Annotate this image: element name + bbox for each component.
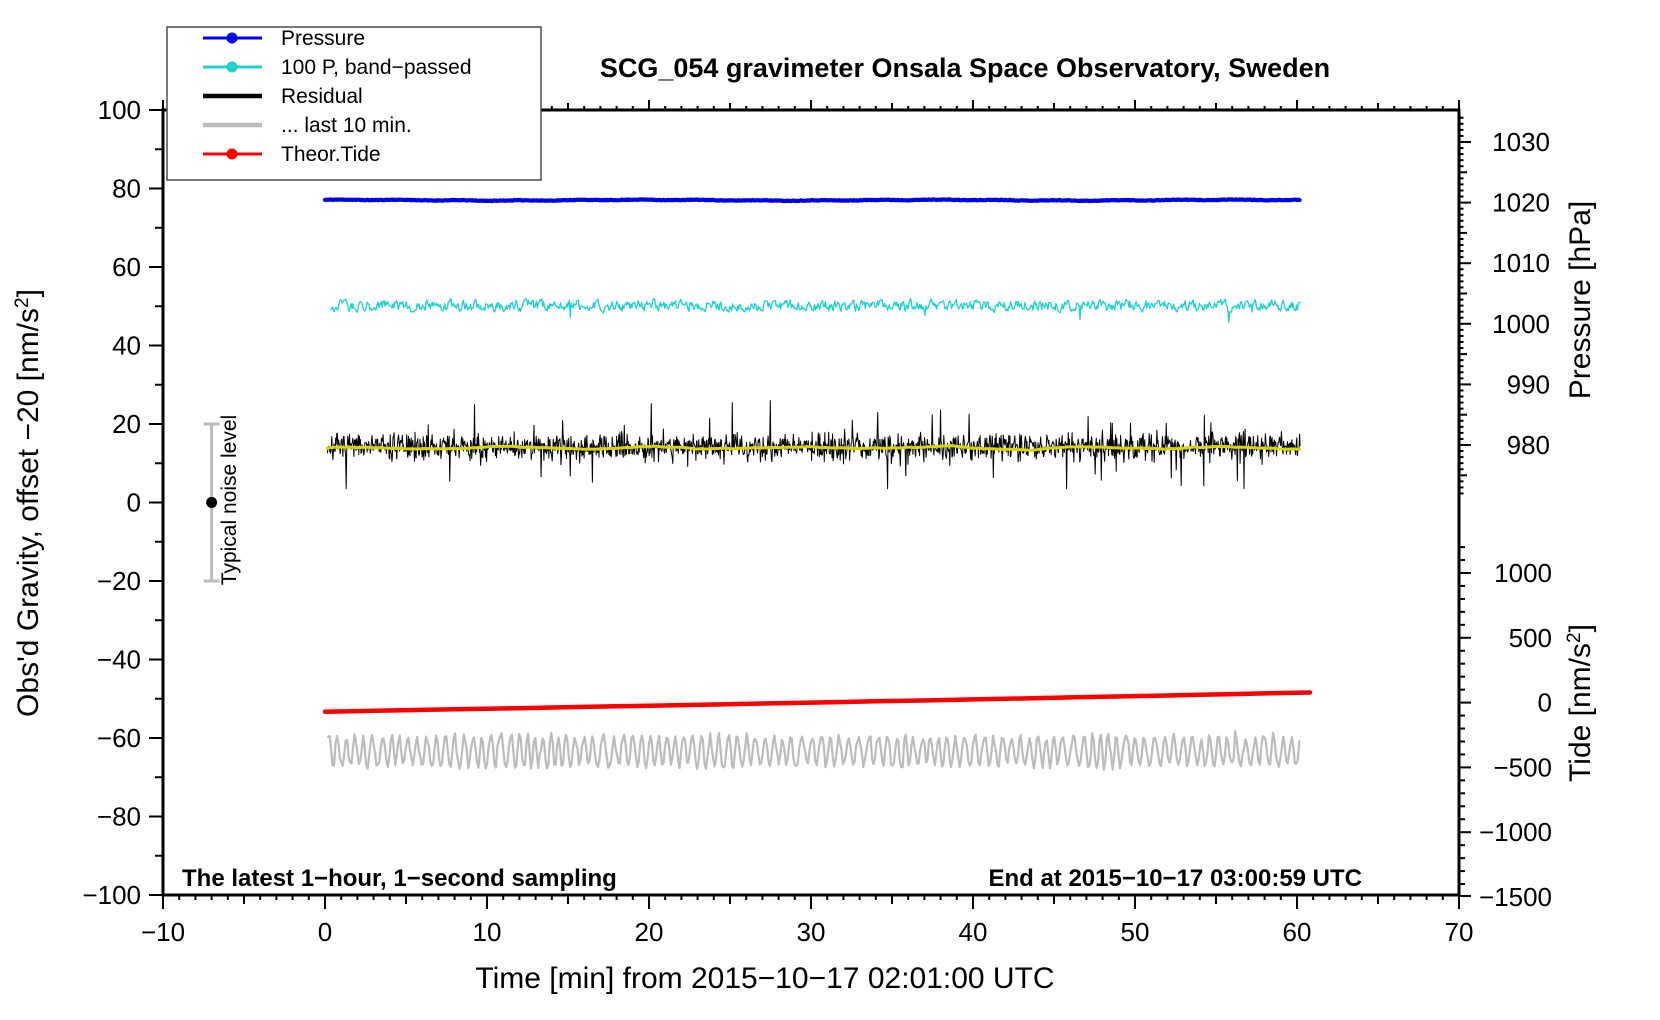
tide-tick-label: −1000 bbox=[1479, 817, 1552, 847]
x-tick-label: 10 bbox=[473, 917, 502, 947]
tide-tick-label: −500 bbox=[1493, 752, 1552, 782]
plot-frame bbox=[161, 108, 1461, 897]
x-tick-label: 60 bbox=[1283, 917, 1312, 947]
legend-label-pressure: Pressure bbox=[281, 27, 365, 50]
x-tick-label: 40 bbox=[959, 917, 988, 947]
pressure-tick-label: 1000 bbox=[1492, 309, 1550, 339]
series-residual bbox=[326, 400, 1301, 490]
left-tick-label: 80 bbox=[112, 174, 141, 204]
legend-item-theortide: Theor.Tide bbox=[203, 143, 381, 166]
left-tick-label: −20 bbox=[97, 566, 141, 596]
left-tick-label: −40 bbox=[97, 645, 141, 675]
x-tick-label: 30 bbox=[797, 917, 826, 947]
legend-dot-bandpassed bbox=[226, 61, 238, 73]
pressure-tick-label: 1010 bbox=[1492, 248, 1550, 278]
left-tick-label: 0 bbox=[127, 488, 141, 518]
pressure-tick-label: 1030 bbox=[1492, 127, 1550, 157]
left-tick-label: −60 bbox=[97, 723, 141, 753]
x-tick-label: 50 bbox=[1121, 917, 1150, 947]
left-tick-label: 40 bbox=[112, 331, 141, 361]
left-tick-label: 100 bbox=[98, 95, 141, 125]
tide-axis-title-close: ] bbox=[1564, 624, 1597, 632]
left-axis-title: Obs'd Gravity, offset −20 [nm/s2] bbox=[12, 289, 45, 717]
legend-item-last10min: ... last 10 min. bbox=[203, 114, 412, 137]
legend-dot-theortide bbox=[226, 148, 238, 160]
series-theortide bbox=[322, 690, 1313, 714]
x-tick-label: 0 bbox=[318, 917, 332, 947]
series-layer bbox=[322, 197, 1313, 771]
x-axis-title: Time [min] from 2015−10−17 02:01:00 UTC bbox=[475, 962, 1054, 995]
legend-label-last10min: ... last 10 min. bbox=[281, 114, 412, 137]
page-title: SCG_054 gravimeter Onsala Space Observat… bbox=[600, 53, 1330, 83]
legend-item-residual: Residual bbox=[203, 85, 363, 108]
tide-tick-label: 500 bbox=[1509, 623, 1552, 653]
legend-dot-pressure bbox=[226, 32, 238, 44]
pressure-tick-label: 1020 bbox=[1492, 188, 1550, 218]
legend-label-bandpassed: 100 P, band−passed bbox=[281, 56, 472, 79]
axes-layer: −10 0 10 20 30 40 50 60 70100806040200−20−40−60−… bbox=[82, 95, 1552, 947]
tide-tick-label: 0 bbox=[1538, 688, 1552, 718]
left-tick-label: −80 bbox=[97, 802, 141, 832]
pressure-tick-label: 990 bbox=[1507, 369, 1550, 399]
noise-level-label: Typical noise level bbox=[218, 415, 241, 585]
end-time-annotation: End at 2015−10−17 03:00:59 UTC bbox=[988, 865, 1362, 892]
left-tick-label: −100 bbox=[82, 880, 141, 910]
x-tick-label: −10 bbox=[141, 917, 185, 947]
sampling-annotation: The latest 1−hour, 1−second sampling bbox=[182, 865, 617, 892]
pressure-axis-title: Pressure [hPa] bbox=[1564, 201, 1597, 399]
legend: Pressure 100 P, band−passed Residual ...… bbox=[166, 26, 542, 181]
series-pressure bbox=[322, 197, 1302, 204]
legend-label-theortide: Theor.Tide bbox=[281, 143, 381, 166]
left-tick-label: 20 bbox=[112, 409, 141, 439]
noise-center-dot bbox=[206, 497, 218, 508]
tide-axis-title-sup: 2 bbox=[1564, 632, 1585, 643]
left-axis-title-close: ] bbox=[12, 289, 45, 297]
series-residual-smoothed bbox=[325, 444, 1301, 452]
left-axis-title-text: Obs'd Gravity, offset −20 [nm/s bbox=[12, 308, 45, 717]
series-last10min bbox=[327, 729, 1301, 771]
tide-axis-title-text: Tide [nm/s bbox=[1564, 643, 1597, 782]
pressure-tick-label: 980 bbox=[1507, 430, 1550, 460]
tide-axis-title: Tide [nm/s2] bbox=[1564, 624, 1597, 782]
series-bandpassed bbox=[330, 297, 1301, 324]
x-tick-label: 70 bbox=[1445, 917, 1474, 947]
noise-marker bbox=[203, 422, 220, 583]
legend-item-pressure: Pressure bbox=[203, 27, 365, 50]
left-tick-label: 60 bbox=[112, 252, 141, 282]
legend-item-bandpassed: 100 P, band−passed bbox=[203, 56, 472, 79]
tide-tick-label: −1500 bbox=[1479, 882, 1552, 912]
tide-tick-label: 1000 bbox=[1494, 558, 1552, 588]
legend-label-residual: Residual bbox=[281, 85, 363, 108]
left-axis-title-sup: 2 bbox=[12, 297, 33, 308]
x-tick-label: 20 bbox=[635, 917, 664, 947]
